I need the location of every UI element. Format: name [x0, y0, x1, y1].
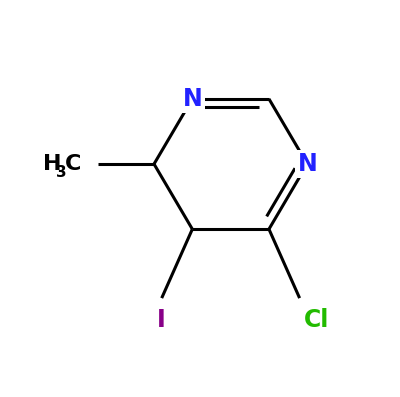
- Text: I: I: [157, 308, 166, 331]
- Text: 3: 3: [56, 165, 67, 180]
- Text: C: C: [65, 154, 82, 174]
- Text: Cl: Cl: [304, 308, 329, 331]
- Text: N: N: [182, 87, 202, 111]
- Text: H: H: [43, 154, 62, 174]
- Text: N: N: [297, 152, 317, 176]
